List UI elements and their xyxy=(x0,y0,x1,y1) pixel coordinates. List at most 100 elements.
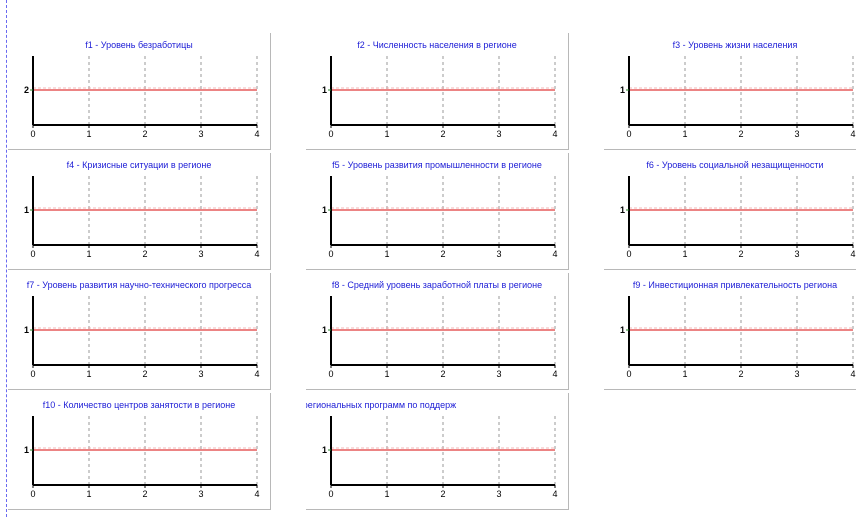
chart-panel-f10: f10 - Количество центров занятости в рег… xyxy=(8,393,271,510)
x-tick-label: 1 xyxy=(384,249,389,259)
chart-panel-f1: f1 - Уровень безработицы 0 1 2 3 4 2 xyxy=(8,33,271,150)
chart-plot: 0 1 2 3 4 2 xyxy=(24,56,260,139)
chart-title: f2 - Численность населения в регионе xyxy=(357,40,517,50)
y-tick-label: 1 xyxy=(322,325,327,335)
chart-title: f6 - Уровень социальной незащищенности xyxy=(646,160,824,170)
y-tick-label: 1 xyxy=(620,325,625,335)
x-tick-label: 1 xyxy=(384,369,389,379)
x-tick-label: 1 xyxy=(682,249,687,259)
x-tick-label: 2 xyxy=(440,249,445,259)
x-tick-label: 4 xyxy=(552,129,557,139)
x-tick-label: 3 xyxy=(198,369,203,379)
x-tick-label: 2 xyxy=(142,129,147,139)
x-tick-label: 4 xyxy=(850,249,855,259)
x-tick-label: 4 xyxy=(254,369,259,379)
chart-panel-f2: f2 - Численность населения в регионе 0 1 2… xyxy=(306,33,569,150)
x-tick-label: 2 xyxy=(738,369,743,379)
chart-plot: 0 1 2 3 4 1 xyxy=(322,296,558,379)
chart-plot: 0 1 2 3 4 1 xyxy=(24,176,260,259)
x-tick-label: 4 xyxy=(254,489,259,499)
chart-panel-f7: f7 - Уровень развития научно-техническог… xyxy=(8,273,271,390)
chart-plot: 0 1 2 3 4 1 xyxy=(24,296,260,379)
x-tick-label: 2 xyxy=(142,369,147,379)
x-tick-label: 3 xyxy=(198,129,203,139)
x-tick-label: 1 xyxy=(682,369,687,379)
x-tick-label: 4 xyxy=(850,369,855,379)
x-tick-label: 4 xyxy=(552,489,557,499)
chart-title: f9 - Инвестиционная привлекательность ре… xyxy=(632,280,838,290)
x-tick-label: 3 xyxy=(794,249,799,259)
y-tick-label: 1 xyxy=(322,205,327,215)
x-tick-label: 0 xyxy=(30,489,35,499)
chart-panel-f9: f9 - Инвестиционная привлекательность ре… xyxy=(604,273,856,390)
chart-panel-f5: f5 - Уровень развития промышленности в р… xyxy=(306,153,569,270)
x-tick-label: 1 xyxy=(86,129,91,139)
chart-title: f5 - Уровень развития промышленности в р… xyxy=(332,160,542,170)
chart-panel-f8: f8 - Средний уровень заработной платы в … xyxy=(306,273,569,390)
x-tick-label: 4 xyxy=(552,249,557,259)
chart-plot: 0 1 2 3 4 1 xyxy=(620,296,856,379)
y-tick-label: 1 xyxy=(322,445,327,455)
chart-title: f1 - Уровень безработицы xyxy=(85,40,193,50)
x-tick-label: 2 xyxy=(142,489,147,499)
chart-panel-f4: f4 - Кризисные ситуации в регионе 0 1 2 3 4 1 xyxy=(8,153,271,270)
x-tick-label: 1 xyxy=(384,489,389,499)
y-tick-label: 1 xyxy=(620,205,625,215)
x-tick-label: 0 xyxy=(328,129,333,139)
chart-plot: 0 1 2 3 4 1 xyxy=(322,56,558,139)
x-tick-label: 3 xyxy=(198,249,203,259)
x-tick-label: 1 xyxy=(682,129,687,139)
x-tick-label: 1 xyxy=(86,249,91,259)
x-tick-label: 3 xyxy=(794,369,799,379)
x-tick-label: 0 xyxy=(30,129,35,139)
chart-plot: 0 1 2 3 4 1 xyxy=(24,416,260,499)
y-tick-label: 1 xyxy=(322,85,327,95)
x-tick-label: 1 xyxy=(384,129,389,139)
chart-title: f10 - Количество центров занятости в рег… xyxy=(42,400,236,410)
x-tick-label: 3 xyxy=(198,489,203,499)
chart-plot: 0 1 2 3 4 1 xyxy=(620,56,856,139)
chart-title: f4 - Кризисные ситуации в регионе xyxy=(66,160,212,170)
x-tick-label: 0 xyxy=(626,129,631,139)
chart-title: f3 - Уровень жизни населения xyxy=(672,40,798,50)
x-tick-label: 3 xyxy=(496,249,501,259)
y-tick-label: 1 xyxy=(620,85,625,95)
y-tick-label: 1 xyxy=(24,205,29,215)
x-tick-label: 4 xyxy=(254,129,259,139)
x-tick-label: 1 xyxy=(86,369,91,379)
x-tick-label: 0 xyxy=(30,369,35,379)
chart-title: f7 - Уровень развития научно-техническог… xyxy=(26,280,252,290)
chart-title: f8 - Средний уровень заработной платы в … xyxy=(331,280,543,290)
x-tick-label: 0 xyxy=(626,369,631,379)
x-tick-label: 3 xyxy=(496,369,501,379)
x-tick-label: 0 xyxy=(328,249,333,259)
x-tick-label: 3 xyxy=(496,489,501,499)
x-tick-label: 4 xyxy=(552,369,557,379)
x-tick-label: 2 xyxy=(738,129,743,139)
x-tick-label: 4 xyxy=(254,249,259,259)
y-tick-label: 1 xyxy=(24,445,29,455)
chart-panel-f11: о государственных и региональных програм… xyxy=(306,393,569,510)
x-tick-label: 1 xyxy=(86,489,91,499)
x-tick-label: 3 xyxy=(794,129,799,139)
x-tick-label: 4 xyxy=(850,129,855,139)
chart-panel-f6: f6 - Уровень социальной незащищенности 0… xyxy=(604,153,856,270)
x-tick-label: 2 xyxy=(738,249,743,259)
x-tick-label: 2 xyxy=(440,369,445,379)
x-tick-label: 2 xyxy=(440,489,445,499)
y-tick-label: 1 xyxy=(24,325,29,335)
chart-plot: 0 1 2 3 4 1 xyxy=(620,176,856,259)
chart-panel-f3: f3 - Уровень жизни населения 0 1 2 3 4 1 xyxy=(604,33,856,150)
chart-plot: 0 1 2 3 4 1 xyxy=(322,176,558,259)
chart-title: о государственных и региональных програм… xyxy=(306,400,457,410)
chart-plot: 0 1 2 3 4 1 xyxy=(322,416,558,499)
x-tick-label: 0 xyxy=(328,489,333,499)
left-guide-line xyxy=(6,0,7,517)
x-tick-label: 0 xyxy=(626,249,631,259)
x-tick-label: 2 xyxy=(440,129,445,139)
x-tick-label: 3 xyxy=(496,129,501,139)
x-tick-label: 2 xyxy=(142,249,147,259)
y-tick-label: 2 xyxy=(24,85,29,95)
x-tick-label: 0 xyxy=(30,249,35,259)
x-tick-label: 0 xyxy=(328,369,333,379)
